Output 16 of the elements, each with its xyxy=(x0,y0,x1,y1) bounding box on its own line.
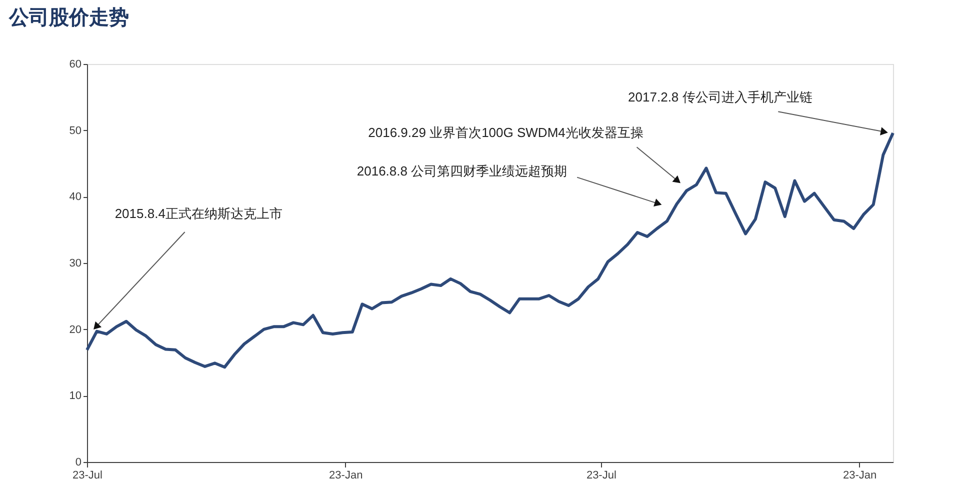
x-tick-label: 23-Jul xyxy=(72,470,102,482)
x-tick-label: 23-Jan xyxy=(329,470,363,482)
chart-title: 公司股价走势 xyxy=(8,7,129,29)
y-tick-label: 20 xyxy=(69,324,82,336)
annotation: 2017.2.8 传公司进入手机产业链 xyxy=(628,90,812,105)
y-tick-label: 60 xyxy=(69,58,82,70)
annotation: 2016.8.8 公司第四财季业绩远超预期 xyxy=(356,163,568,178)
y-tick-label: 50 xyxy=(69,124,82,137)
y-tick-label: 40 xyxy=(69,191,82,204)
y-tick-label: 30 xyxy=(69,258,82,270)
y-tick-label: 10 xyxy=(69,390,82,402)
annotation: 2016.9.29 业界首次100G SWDM4光收发器互操 xyxy=(368,125,644,140)
x-tick-label: 23-Jul xyxy=(586,470,616,482)
annotation: 2015.8.4正式在纳斯达克上市 xyxy=(114,206,282,222)
x-tick-label: 23-Jan xyxy=(842,470,877,482)
y-tick-label: 0 xyxy=(75,456,82,468)
